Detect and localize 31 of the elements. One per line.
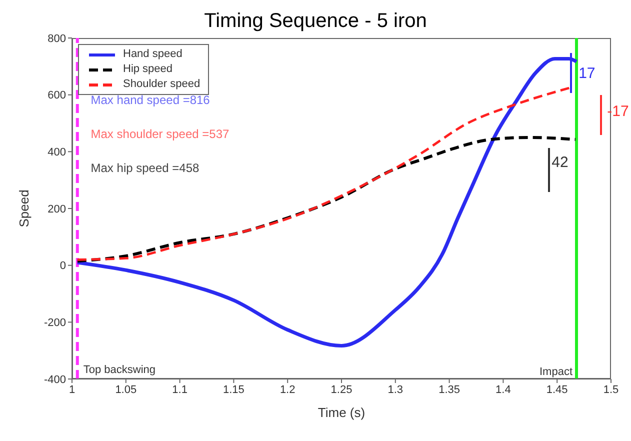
x-tick-label: 1.15 [222,384,244,396]
ref-line-label: Top backswing [83,364,156,376]
legend-label: Hand speed [123,47,182,62]
y-axis-title: Speed [16,190,32,228]
x-tick-label: 1.45 [546,384,568,396]
y-tick-label: 800 [48,32,66,45]
x-tick-label: 1.2 [280,384,296,396]
x-tick-label: 1 [68,384,76,396]
y-tick-label: -200 [44,317,66,330]
x-tick-label: 1.25 [330,384,352,396]
legend-label: Hip speed [123,62,173,77]
x-tick-label: 1.3 [388,384,404,396]
y-tick-label: 200 [48,203,66,216]
annotation: 42 [552,154,568,171]
annotation: Max hip speed =458 [90,160,200,175]
y-tick-label: 600 [48,90,66,102]
x-tick-label: 1.35 [438,384,460,396]
x-axis-title: Time (s) [318,405,366,420]
y-tick-label: -400 [44,374,66,386]
chart-title: Timing Sequence - 5 iron [203,10,428,33]
annotation: 17 [578,65,596,82]
x-tick-label: 1.4 [496,384,511,396]
x-tick-label: 1.05 [115,384,137,396]
ref-line-label: Impact [539,366,573,378]
x-tick-label: 1.5 [603,384,619,396]
annotation: Max shoulder speed =537 [90,126,230,141]
x-tick-label: 1.1 [172,384,188,396]
y-tick-label: 0 [60,260,66,272]
y-tick-label: 400 [48,146,66,159]
legend-label: Shoulder speed [123,77,200,92]
annotation: Max hand speed =816 [90,92,210,107]
